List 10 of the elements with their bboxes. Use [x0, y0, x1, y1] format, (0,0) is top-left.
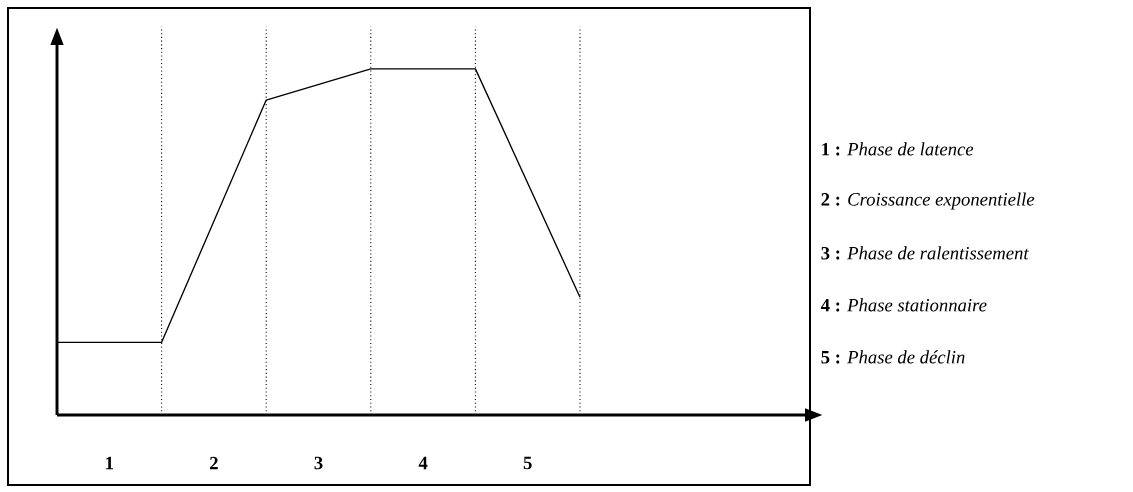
text: 2 : Croissance exponentielle: [821, 192, 1035, 210]
text: 1: [106, 456, 114, 470]
text: 4: [418, 456, 428, 470]
text: 4 : Phase stationnaire: [820, 298, 987, 312]
text: 5 : Phase de déclin: [821, 350, 965, 364]
text: 3: [314, 456, 323, 470]
text: 5: [523, 456, 532, 470]
text: 2: [210, 456, 218, 470]
text: 1 : Phase de latence: [822, 142, 974, 156]
text: 3 : Phase de ralentissement: [821, 246, 1029, 260]
